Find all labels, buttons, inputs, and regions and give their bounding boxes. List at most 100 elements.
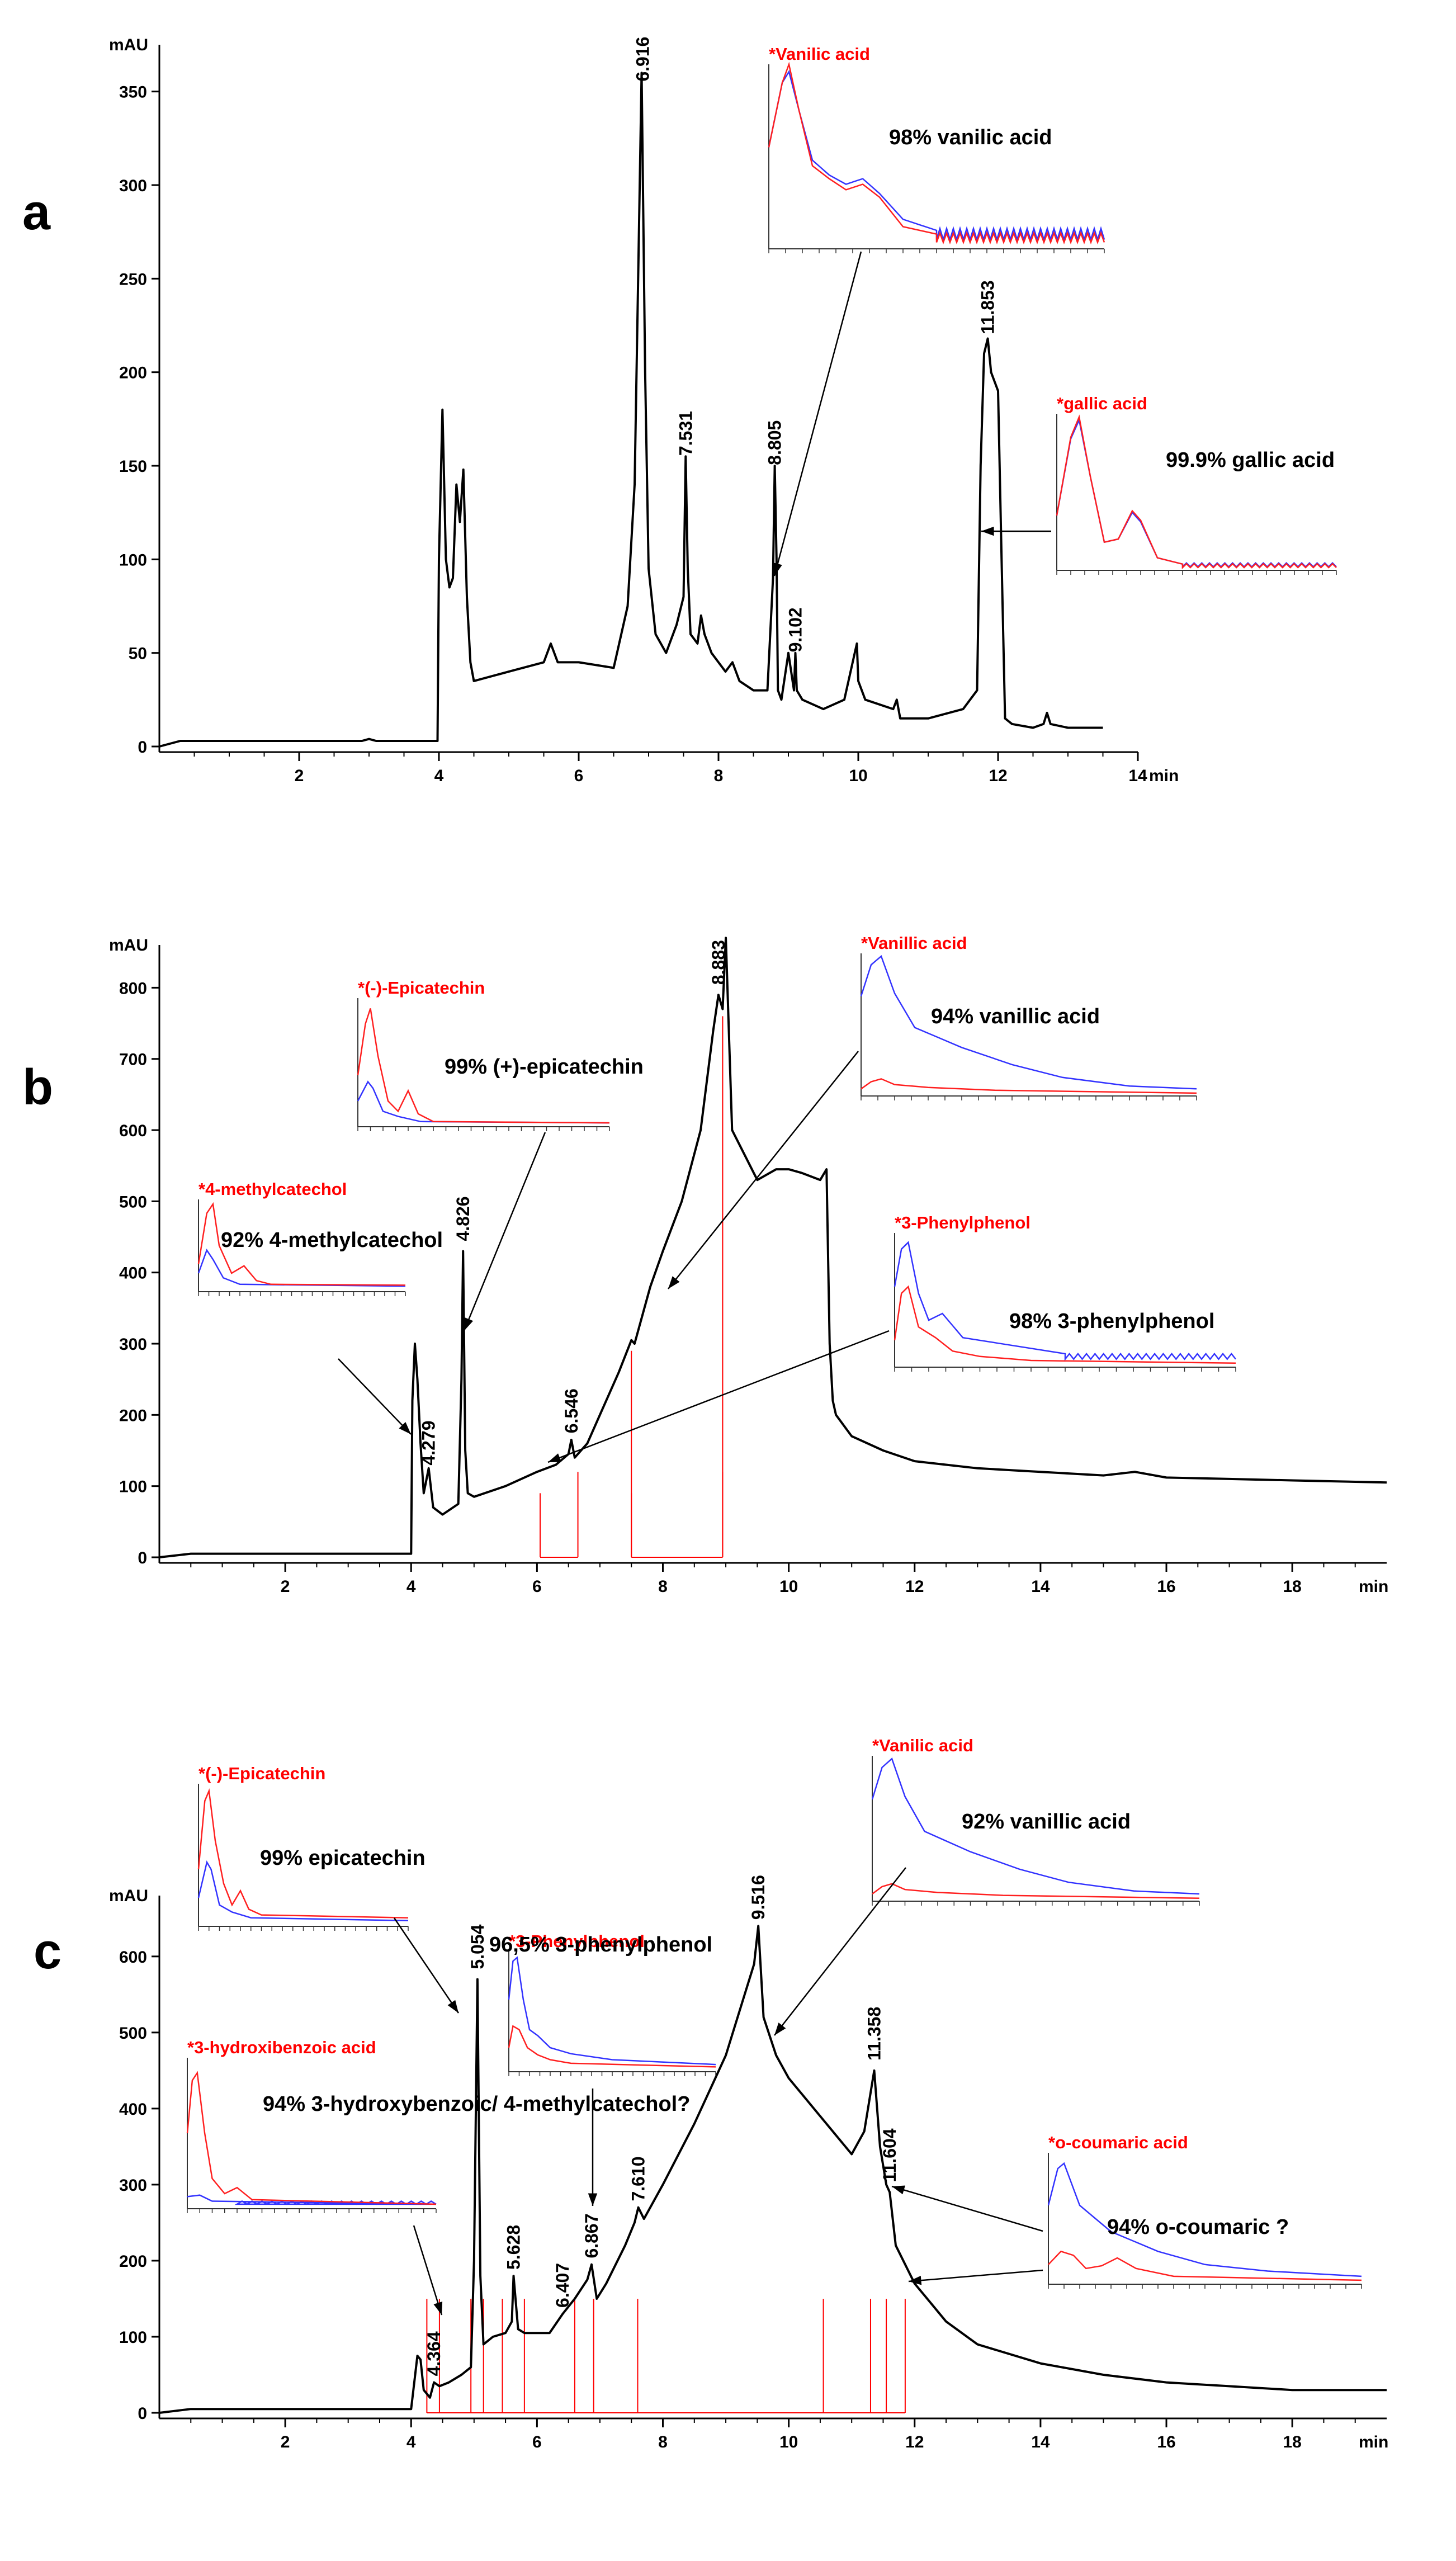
annotation-arrow-head — [464, 1317, 474, 1331]
peak-label: 6.407 — [552, 2263, 573, 2308]
x-tick-label: 10 — [779, 2433, 798, 2451]
inset-match-text: 99.9% gallic acid — [1166, 448, 1335, 472]
peak-label: 9.102 — [786, 607, 806, 652]
y-tick-label: 0 — [138, 2404, 147, 2423]
y-tick-label: 50 — [129, 645, 147, 663]
inset-spectrum — [186, 2058, 437, 2213]
y-tick-label: 700 — [119, 1051, 147, 1069]
inset-spectrum-red — [894, 1285, 1236, 1364]
x-tick-label: 8 — [658, 1577, 668, 1596]
inset-title: *3-Phenylphenol — [895, 1213, 1030, 1232]
peak-label: 7.610 — [628, 2156, 649, 2201]
y-tick-label: 300 — [119, 2176, 147, 2195]
y-tick-label: 400 — [119, 1264, 147, 1283]
y-tick-label: 400 — [119, 2100, 147, 2119]
annotation-arrow-line — [668, 1051, 859, 1289]
y-tick-label: 0 — [138, 738, 147, 757]
inset-match-text: 94% 3-hydroxybenzoic/ 4-methylcatechol? — [263, 2092, 690, 2116]
annotation-arrow-head — [668, 1276, 680, 1289]
integration-box — [540, 1472, 579, 1558]
inset-spectrum-red — [1048, 2250, 1362, 2281]
y-tick-label: 600 — [119, 1122, 147, 1140]
chromatogram-trace — [159, 937, 1387, 1558]
x-tick-label: 2 — [281, 1577, 290, 1596]
chart-panel-a: 0 50 100 150 200 250 300 350 2 4 6 8 10 12 14 mAU min a 6.… — [22, 36, 1337, 785]
annotation-arrow-line — [773, 251, 862, 577]
peak-label: 11.604 — [880, 2128, 900, 2182]
peak-label: 9.516 — [748, 1875, 768, 1920]
peak-label: 11.853 — [978, 280, 998, 334]
y-axis-unit: mAU — [109, 36, 148, 54]
chart-panel-c: 0 100 200 300 400 500 600 2 4 6 8 10 12 14 16 18 mAU min c… — [34, 1736, 1388, 2451]
inset-spectrum-blue — [894, 1241, 1236, 1362]
x-tick-label: 16 — [1157, 1577, 1175, 1596]
annotation-arrow-head — [447, 2000, 458, 2013]
inset-spectrum — [1056, 414, 1337, 575]
peak-label: 8.883 — [708, 940, 729, 985]
x-tick-label: 18 — [1283, 1577, 1301, 1596]
inset-spectrum — [197, 1199, 406, 1296]
annotation-arrow-head — [588, 2193, 598, 2206]
y-tick-label: 500 — [119, 1193, 147, 1211]
inset-title: *Vanilic acid — [769, 44, 870, 64]
peak-label: 6.546 — [561, 1388, 582, 1433]
x-axis-unit: min — [1359, 2433, 1388, 2451]
annotation-arrow-head — [892, 2185, 905, 2195]
annotation-arrow-head — [909, 2275, 922, 2285]
inset-spectrum-blue — [187, 2194, 437, 2205]
y-axis-unit: mAU — [109, 1887, 148, 1905]
inset-title: *Vanillic acid — [861, 933, 967, 953]
inset-title: *(-)-Epicatechin — [358, 978, 485, 998]
peak-label: 7.531 — [675, 411, 696, 456]
inset-title: *3-hydroxibenzoic acid — [187, 2038, 376, 2057]
x-tick-label: 6 — [574, 767, 584, 785]
peak-label: 4.364 — [424, 2331, 444, 2376]
annotation-arrow-line — [908, 2269, 1043, 2283]
peak-label: 4.826 — [453, 1196, 473, 1241]
y-tick-label: 150 — [119, 457, 147, 476]
x-tick-label: 2 — [281, 2433, 290, 2451]
annotation-arrow-head — [433, 2302, 443, 2315]
inset-spectrum-blue — [197, 1249, 406, 1287]
peak-label: 6.867 — [582, 2213, 602, 2258]
inset-spectrum-red — [872, 1883, 1200, 1900]
inset-spectrum-blue — [860, 955, 1197, 1090]
inset-spectrum-red — [197, 1202, 406, 1286]
inset-spectrum-blue — [357, 1080, 610, 1124]
inset-spectrum-red — [508, 2025, 716, 2068]
inset-spectrum-red — [357, 1008, 610, 1124]
y-tick-label: 300 — [119, 177, 147, 195]
x-tick-label: 14 — [1031, 2433, 1050, 2451]
inset-title: *(-)-Epicatechin — [198, 1764, 325, 1783]
x-tick-label: 14 — [1128, 767, 1147, 785]
inset-title: *o-coumaric acid — [1048, 2133, 1188, 2152]
peak-label: 5.628 — [504, 2225, 524, 2270]
inset-spectrum-red — [197, 1788, 409, 1919]
inset-spectrum — [508, 1952, 716, 2076]
x-tick-label: 4 — [406, 2433, 416, 2451]
inset-spectrum — [357, 998, 610, 1131]
chart-panel-b: 0 100 200 300 400 500 600 700 800 2 4 6 8 10 12 14 16 18 m… — [22, 933, 1388, 1596]
annotation-arrow-head — [548, 1453, 561, 1462]
annotation-arrow-line — [393, 1917, 460, 2014]
x-tick-label: 16 — [1157, 2433, 1175, 2451]
annotation-arrow-head — [981, 526, 994, 536]
y-tick-label: 100 — [119, 551, 147, 569]
y-tick-label: 200 — [119, 1406, 147, 1425]
inset-match-text: 94% vanillic acid — [931, 1005, 1100, 1028]
y-tick-label: 250 — [119, 270, 147, 289]
annotation-arrow-line — [413, 2225, 443, 2316]
inset-spectrum-red — [186, 2071, 437, 2205]
x-tick-label: 6 — [532, 1577, 542, 1596]
x-tick-label: 6 — [532, 2433, 542, 2451]
inset-match-text: 99% epicatechin — [260, 1846, 426, 1870]
annotation-arrow-head — [773, 563, 782, 576]
panel-letter: a — [22, 185, 51, 240]
chromatogram-trace — [159, 1925, 1387, 2414]
inset-spectrum-blue — [768, 70, 1105, 242]
annotation-arrow-head — [399, 1422, 411, 1434]
inset-spectrum — [860, 953, 1197, 1100]
inset-spectrum — [871, 1756, 1200, 1906]
annotation-arrow-line — [547, 1330, 890, 1463]
